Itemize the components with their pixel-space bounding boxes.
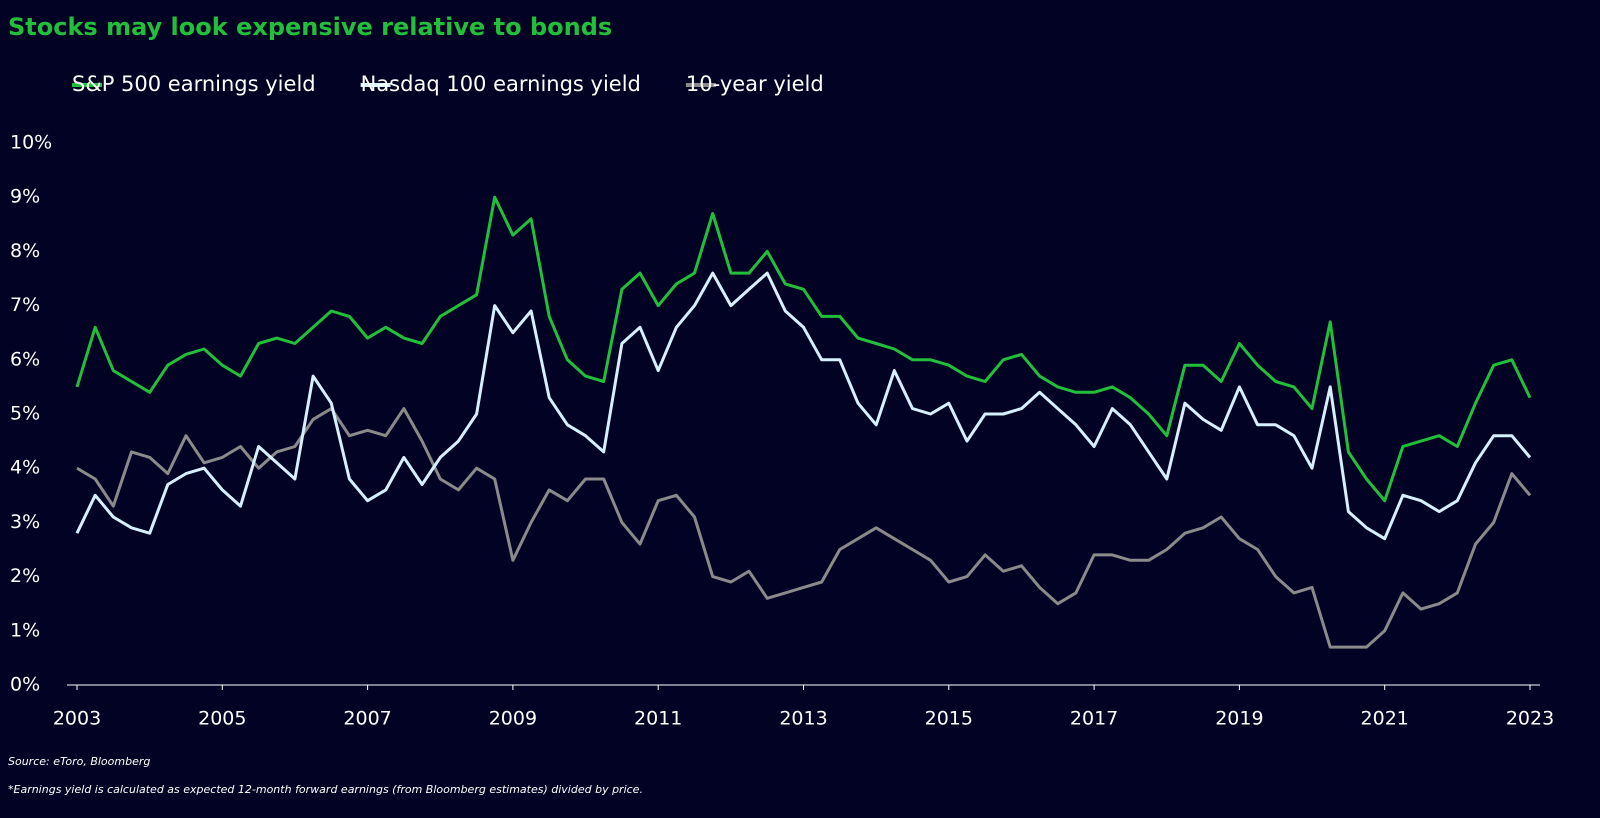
series-line: [75, 195, 1532, 503]
y-tick-label: 1%: [10, 619, 40, 641]
x-tick-label: 2003: [53, 708, 101, 730]
y-tick-label: 2%: [10, 565, 40, 587]
series-line: [76, 407, 1532, 649]
x-tick-label: 2009: [489, 708, 537, 730]
chart-title: Stocks may look expensive relative to bo…: [8, 13, 612, 41]
y-tick-label: 7%: [10, 294, 40, 316]
x-tick-label: 2013: [779, 708, 827, 730]
x-tick-label: 2019: [1215, 708, 1263, 730]
x-tick-label: 2005: [198, 708, 246, 730]
footnote: *Earnings yield is calculated as expecte…: [8, 783, 643, 796]
legend-label: S&P 500 earnings yield: [72, 72, 316, 96]
y-tick-label: 5%: [10, 403, 40, 425]
source-note: Source: eToro, Bloomberg: [8, 755, 150, 768]
y-tick-label: 0%: [10, 674, 40, 696]
x-tick-label: 2011: [634, 708, 682, 730]
y-tick-label: 10%: [10, 132, 52, 154]
series-line: [75, 271, 1532, 541]
x-tick-label: 2021: [1361, 708, 1409, 730]
legend-label: Nasdaq 100 earnings yield: [361, 72, 641, 96]
x-tick-label: 2023: [1506, 708, 1554, 730]
y-tick-label: 3%: [10, 511, 40, 533]
x-tick-label: 2007: [343, 708, 391, 730]
y-tick-label: 4%: [10, 457, 40, 479]
x-tick-label: 2017: [1070, 708, 1118, 730]
y-tick-label: 9%: [10, 186, 40, 208]
legend-label: 10-year yield: [686, 72, 824, 96]
x-tick-label: 2015: [925, 708, 973, 730]
y-tick-label: 8%: [10, 240, 40, 262]
y-tick-label: 6%: [10, 348, 40, 370]
